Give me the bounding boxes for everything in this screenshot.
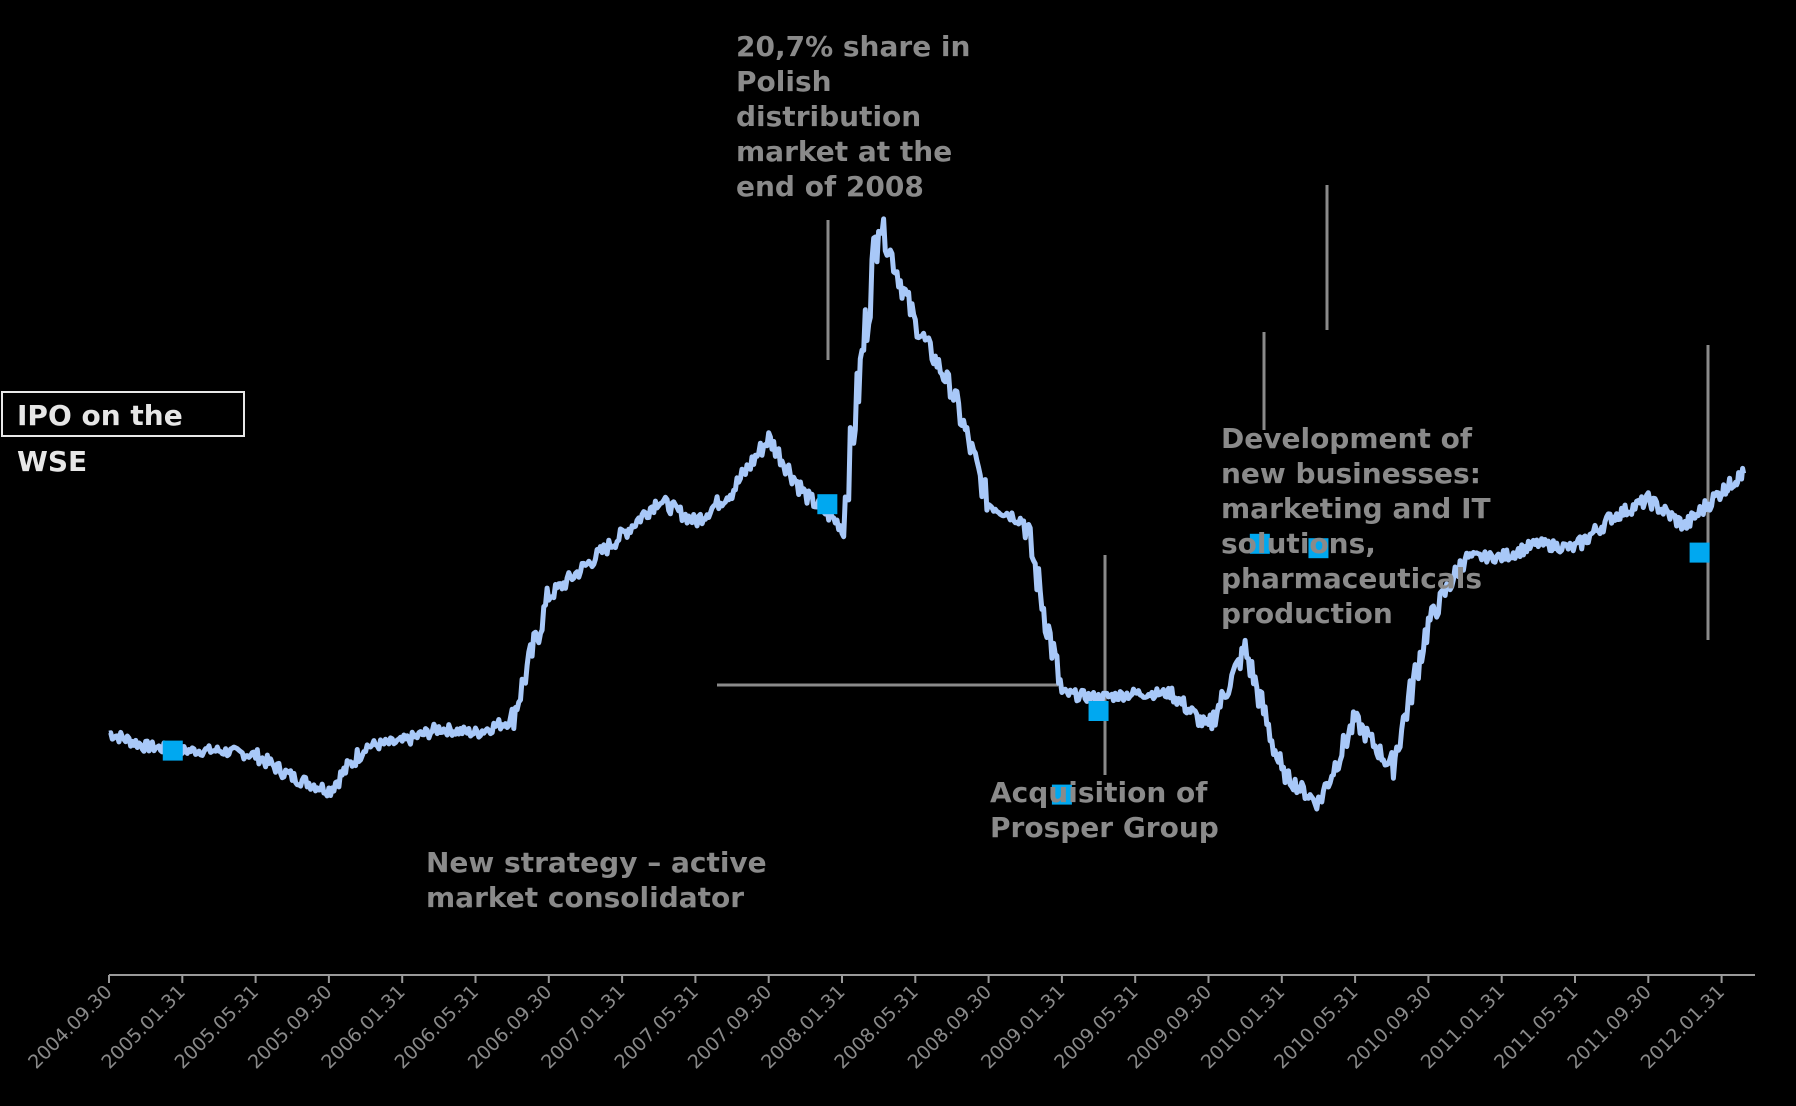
event-marker	[1089, 701, 1109, 721]
event-marker	[1690, 543, 1710, 563]
event-marker	[817, 494, 837, 514]
annotation-new-strategy: New strategy – active market consolidato…	[426, 845, 767, 915]
series-line-share-price	[109, 219, 1744, 809]
annotation-new-businesses: Development of new businesses: marketing…	[1221, 421, 1491, 631]
annotation-market-share: 20,7% share in Polish distribution marke…	[736, 29, 970, 204]
x-axis: 2004.09.302005.01.312005.05.312005.09.30…	[24, 975, 1755, 1073]
annotation-connectors	[717, 185, 1708, 775]
annotation-acquisition: Acquisition of Prosper Group	[990, 775, 1219, 845]
event-marker	[163, 741, 183, 761]
ipo-label-box: IPO on the WSE	[1, 391, 245, 437]
